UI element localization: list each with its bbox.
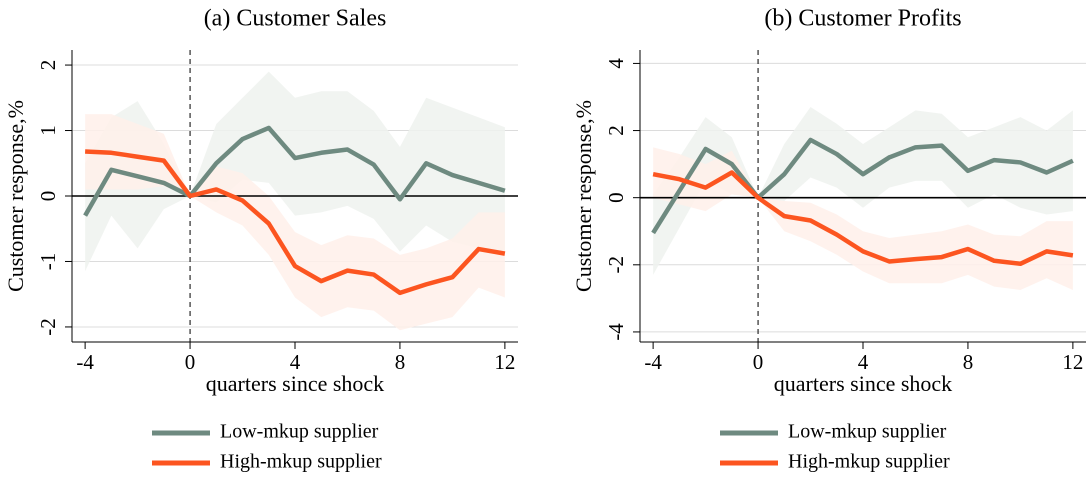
x-tick-label: -4 [76, 350, 94, 374]
chart-title: (b) Customer Profits [764, 6, 961, 32]
y-axis-label: Customer response,% [3, 100, 28, 292]
y-tick-label: 0 [604, 192, 628, 203]
y-tick-label: -4 [604, 323, 628, 341]
y-tick-label: 4 [604, 58, 628, 69]
confidence-band [653, 107, 1073, 275]
legend-label: Low-mkup supplier [220, 421, 379, 443]
legend-label: High-mkup supplier [220, 451, 382, 473]
x-tick-label: -4 [644, 350, 662, 374]
x-axis-label: quarters since shock [774, 371, 952, 396]
legend-label: High-mkup supplier [788, 451, 950, 473]
y-tick-label: 1 [36, 125, 60, 136]
series-line [652, 170, 1074, 267]
y-tick-label: 0 [36, 191, 60, 202]
legend-label: Low-mkup supplier [788, 421, 947, 443]
x-tick-label: 4 [290, 350, 301, 374]
x-tick-label: 0 [753, 350, 764, 374]
series-line [83, 125, 506, 217]
x-axis-label: quarters since shock [206, 371, 384, 396]
y-tick-label: -2 [604, 256, 628, 274]
y-tick-label: 2 [36, 60, 60, 71]
y-axis-label: Customer response,% [571, 100, 596, 292]
chart-title: (a) Customer Sales [204, 6, 387, 32]
series-line [651, 137, 1074, 235]
confidence-band [85, 114, 505, 331]
x-tick-label: 0 [185, 350, 196, 374]
y-tick-label: -1 [36, 253, 60, 271]
x-tick-label: 8 [963, 350, 974, 374]
confidence-band [653, 147, 1073, 290]
series-line [85, 149, 506, 296]
x-tick-label: 12 [1062, 350, 1083, 374]
x-tick-label: 12 [494, 350, 515, 374]
x-tick-label: 8 [395, 350, 406, 374]
x-tick-label: 4 [858, 350, 869, 374]
y-tick-label: -2 [36, 318, 60, 336]
confidence-band [85, 71, 505, 272]
y-tick-label: 2 [604, 125, 628, 136]
